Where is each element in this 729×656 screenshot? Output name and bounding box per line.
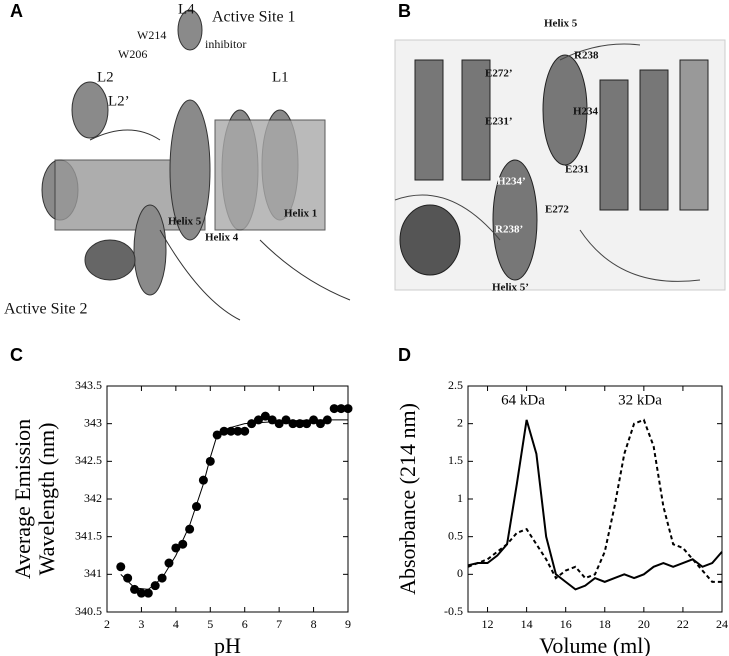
x-tick-label: 20 <box>638 617 650 631</box>
y-tick-label: -0.5 <box>444 604 463 618</box>
y-axis-label: Absorbance (214 nm) <box>395 403 420 595</box>
structure-label: Helix 1 <box>284 208 317 220</box>
point <box>198 475 208 485</box>
structure-label: Helix 5 <box>544 18 578 30</box>
x-tick-label: 9 <box>345 617 351 631</box>
line <box>120 419 348 590</box>
point <box>150 581 160 591</box>
y-axis-label: Average Emission <box>10 419 35 579</box>
x-tick-label: 6 <box>242 617 248 631</box>
x-tick-label: 14 <box>521 617 533 631</box>
structure-label: Active Site 1 <box>212 9 296 26</box>
point <box>136 588 146 598</box>
structure-label: Helix 5 <box>168 216 202 228</box>
structure-label: L4 <box>178 1 195 17</box>
structure-label: E231’ <box>485 116 513 128</box>
panel-label: A <box>10 1 23 21</box>
x-tick-label: 4 <box>173 617 179 631</box>
y-tick-label: 342 <box>84 491 102 505</box>
y-tick-label: 341.5 <box>75 528 102 542</box>
panel-label: B <box>398 1 411 21</box>
y-axis-label: Wavelength (nm) <box>34 423 59 576</box>
structure-label: L2’ <box>108 93 130 109</box>
structure-label: L1 <box>272 69 289 85</box>
x-tick-label: 8 <box>311 617 317 631</box>
y-tick-label: 343.5 <box>75 378 102 392</box>
y-tick-label: 340.5 <box>75 604 102 618</box>
structure-label: Active Site 2 <box>4 301 88 318</box>
point <box>116 562 126 572</box>
x-tick-label: 16 <box>560 617 572 631</box>
y-tick-label: 2.5 <box>448 378 463 392</box>
y-tick-label: 341 <box>84 566 102 580</box>
y-tick-label: 343 <box>84 415 102 429</box>
structure-label: E272 <box>545 204 569 216</box>
structure-label: Helix 4 <box>205 232 239 244</box>
structure-label: E231 <box>565 164 589 176</box>
point <box>329 404 339 414</box>
x-tick-label: 18 <box>599 617 611 631</box>
line <box>467 418 722 583</box>
panel-label: D <box>398 345 411 365</box>
point <box>288 419 298 429</box>
y-tick-label: 0 <box>457 566 463 580</box>
point <box>302 419 312 429</box>
x-tick-label: 5 <box>207 617 213 631</box>
annotation: 64 kDa <box>501 392 545 408</box>
structure-label: H234 <box>573 106 599 118</box>
point <box>123 573 133 583</box>
point <box>192 502 202 512</box>
point <box>143 588 153 598</box>
structure-label: R238’ <box>495 224 523 236</box>
structure-label: H234’ <box>497 176 526 188</box>
line <box>467 419 723 591</box>
panel-label: C <box>10 345 23 365</box>
point <box>295 419 305 429</box>
y-tick-label: 0.5 <box>448 528 463 542</box>
x-tick-label: 24 <box>716 617 728 631</box>
structure-label: W206 <box>118 47 147 61</box>
structure-label: Helix 5’ <box>492 282 529 294</box>
point <box>343 404 353 414</box>
annotation: 32 kDa <box>618 392 662 408</box>
x-axis-label: Volume (ml) <box>539 633 650 656</box>
x-tick-label: 7 <box>276 617 282 631</box>
y-tick-label: 1.5 <box>448 453 463 467</box>
structure-b <box>394 39 726 291</box>
structure-label: inhibitor <box>205 37 246 51</box>
point <box>164 558 174 568</box>
y-tick-label: 1 <box>457 491 463 505</box>
structure-label: R238 <box>574 50 599 62</box>
x-axis-label: pH <box>214 633 241 656</box>
point <box>205 456 215 466</box>
point <box>233 426 243 436</box>
x-tick-label: 22 <box>677 617 689 631</box>
point <box>281 415 291 425</box>
x-tick-label: 12 <box>482 617 494 631</box>
x-tick-label: 2 <box>104 617 110 631</box>
structure-label: W214 <box>137 28 166 42</box>
point <box>336 404 346 414</box>
point <box>130 584 140 594</box>
structure-a <box>41 9 351 321</box>
point <box>240 426 250 436</box>
y-tick-label: 342.5 <box>75 453 102 467</box>
point <box>260 411 270 421</box>
x-tick-label: 3 <box>138 617 144 631</box>
y-tick-label: 2 <box>457 415 463 429</box>
structure-label: L2 <box>97 69 114 85</box>
structure-label: E272’ <box>485 68 513 80</box>
point <box>315 419 325 429</box>
